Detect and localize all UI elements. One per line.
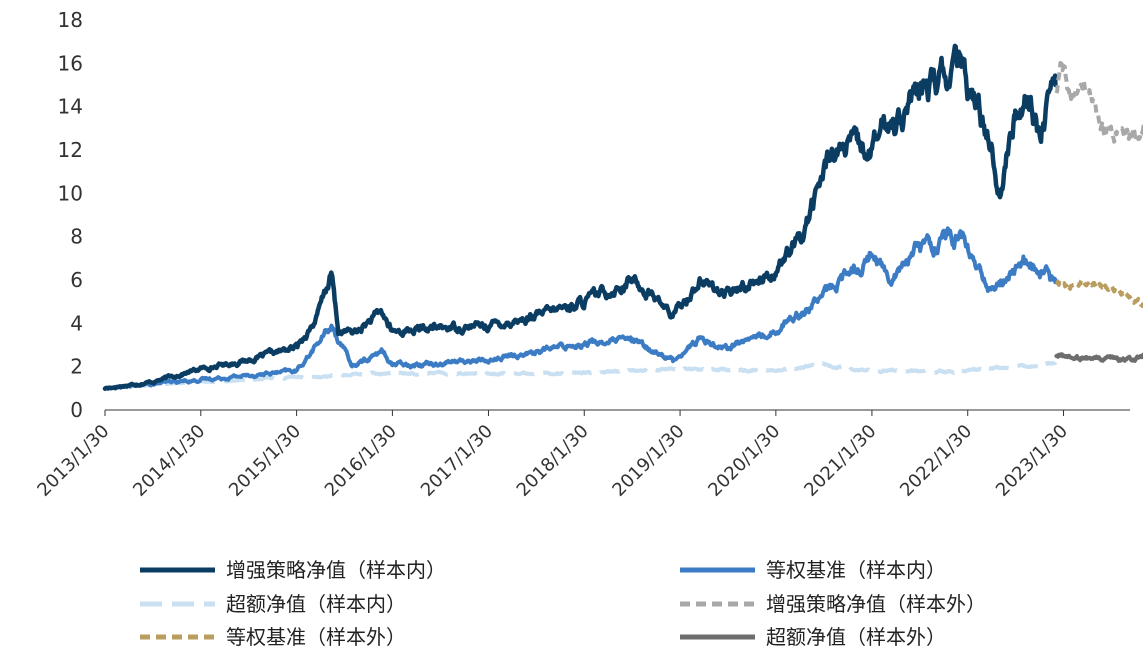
y-tick-label: 2 — [70, 355, 83, 379]
series-line-1 — [102, 43, 1058, 391]
y-axis-tick-labels: 0 2 4 6 8 10 12 14 16 18 — [58, 8, 83, 422]
series-line-4 — [1054, 61, 1143, 144]
x-tick-label: 2021/1/30 — [800, 421, 880, 501]
plot-lines — [102, 43, 1143, 391]
legend-label-4: 增强策略净值（样本外） — [766, 592, 986, 616]
series-line-3 — [103, 360, 1058, 391]
x-tick-label: 2016/1/30 — [321, 421, 401, 501]
y-tick-label: 18 — [58, 8, 83, 32]
legend: 增强策略净值（样本内） 等权基准（样本内） 超额净值（样本内） 增强策略净值（样本外）… — [140, 558, 986, 649]
legend-label-6: 超额净值（样本外） — [766, 625, 946, 649]
y-tick-label: 16 — [58, 51, 83, 75]
x-tick-label: 2022/1/30 — [896, 421, 976, 501]
x-tick-label: 2013/1/30 — [33, 421, 113, 501]
x-tick-label: 2023/1/30 — [992, 421, 1072, 501]
y-tick-label: 6 — [70, 268, 83, 292]
legend-label-5: 等权基准（样本外） — [226, 625, 406, 649]
y-tick-label: 12 — [58, 138, 83, 162]
x-tick-label: 2017/1/30 — [417, 421, 497, 501]
x-tick-label: 2019/1/30 — [608, 421, 688, 501]
legend-label-3: 超额净值（样本内） — [226, 592, 406, 616]
y-tick-label: 14 — [58, 95, 83, 119]
legend-label-1: 增强策略净值（样本内） — [226, 558, 446, 582]
y-tick-label: 10 — [58, 181, 83, 205]
series-line-5 — [1055, 277, 1143, 308]
y-tick-label: 4 — [70, 311, 83, 335]
legend-label-2: 等权基准（样本内） — [766, 558, 946, 582]
y-tick-label: 8 — [70, 225, 83, 249]
axes — [104, 409, 1130, 416]
series-line-6 — [1054, 352, 1143, 363]
y-tick-label: 0 — [70, 398, 83, 422]
x-axis-tick-labels: 2013/1/30 2014/1/30 2015/1/30 2016/1/30 2017… — [33, 421, 1072, 501]
x-tick-label: 2014/1/30 — [129, 421, 209, 501]
x-tick-label: 2015/1/30 — [225, 421, 305, 501]
x-tick-label: 2020/1/30 — [704, 421, 784, 501]
x-tick-label: 2018/1/30 — [513, 421, 593, 501]
series-line-2 — [103, 226, 1058, 391]
